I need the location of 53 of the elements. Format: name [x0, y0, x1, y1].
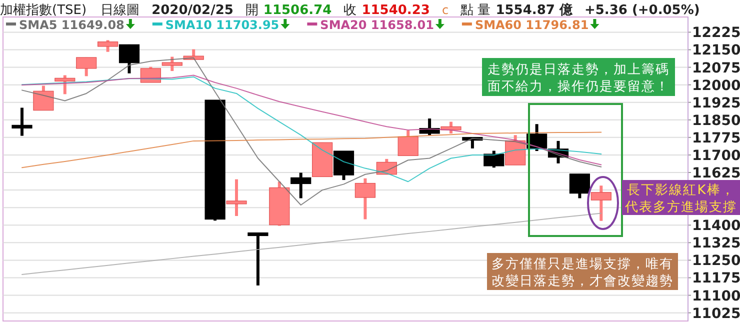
candlestick [140, 66, 161, 83]
legend-label: SMA60 11796.81 [474, 18, 589, 32]
candlestick [398, 130, 418, 156]
annotation: +5.36 (+0.05%) [584, 3, 700, 18]
y-tick-label: 11325 [692, 236, 740, 252]
candlestick [590, 186, 612, 221]
candlestick [12, 108, 32, 136]
line-series [22, 76, 602, 182]
y-tick-label: 12000 [692, 78, 740, 94]
legend-label: SMA5 11649.08 [19, 18, 124, 32]
annotation: 11540.23 [362, 3, 430, 18]
annotation: 點 量 [460, 3, 491, 18]
candlestick [226, 179, 247, 216]
annotation: 日線圖 [100, 3, 140, 18]
y-tick-label: 11925 [692, 95, 740, 112]
y-tick-label: 12150 [692, 42, 740, 59]
annotation: 1554.87 億 [496, 2, 574, 18]
candlestick [54, 75, 76, 94]
annotation: 走勢仍是日落走勢，加上籌碼面不給力，操作仍是要留意！ [488, 62, 670, 94]
y-tick-label: 11625 [692, 166, 740, 182]
y-tick-label: 11850 [692, 112, 740, 129]
y-tick-label: 11175 [692, 270, 740, 287]
text: 長下影線紅K棒，代表多方進場支撐 [624, 183, 737, 215]
candlestick [76, 57, 97, 76]
line-series [22, 74, 602, 166]
chart-title: 加權指數(TSE) [0, 3, 87, 18]
annotation: 11506.74 [263, 3, 332, 18]
candlestick [118, 44, 140, 74]
candlestick [290, 172, 312, 198]
y-tick-label: 11775 [692, 130, 740, 146]
legend-label: SMA20 11658.01 [320, 18, 434, 32]
candlestick [162, 56, 182, 72]
annotation: 開 [245, 3, 258, 18]
annotation: 收 [344, 3, 357, 18]
y-tick-label: 11100 [692, 288, 740, 304]
candlestick [569, 174, 590, 198]
text: c [442, 3, 449, 17]
annotation: 2020/02/25 [152, 3, 234, 18]
candlestick [98, 40, 118, 52]
y-tick-label: 11250 [692, 253, 740, 270]
candlestick [33, 86, 54, 111]
candlestick [484, 150, 504, 168]
candlestick [354, 178, 376, 220]
line-series [22, 57, 602, 206]
y-tick-label: 11400 [692, 218, 740, 234]
y-tick-label: 12225 [692, 25, 740, 42]
y-tick-label: 11025 [692, 306, 740, 322]
y-tick-label: 12075 [692, 60, 740, 76]
line-series [22, 212, 602, 275]
y-tick-label: 11700 [692, 148, 740, 164]
legend-label: SMA10 11703.95 [165, 18, 280, 32]
line-series [22, 132, 602, 168]
annotation: 多方僅僅只是進場支撐，唯有改變日落走勢，才會改變趨勢 [492, 256, 674, 289]
